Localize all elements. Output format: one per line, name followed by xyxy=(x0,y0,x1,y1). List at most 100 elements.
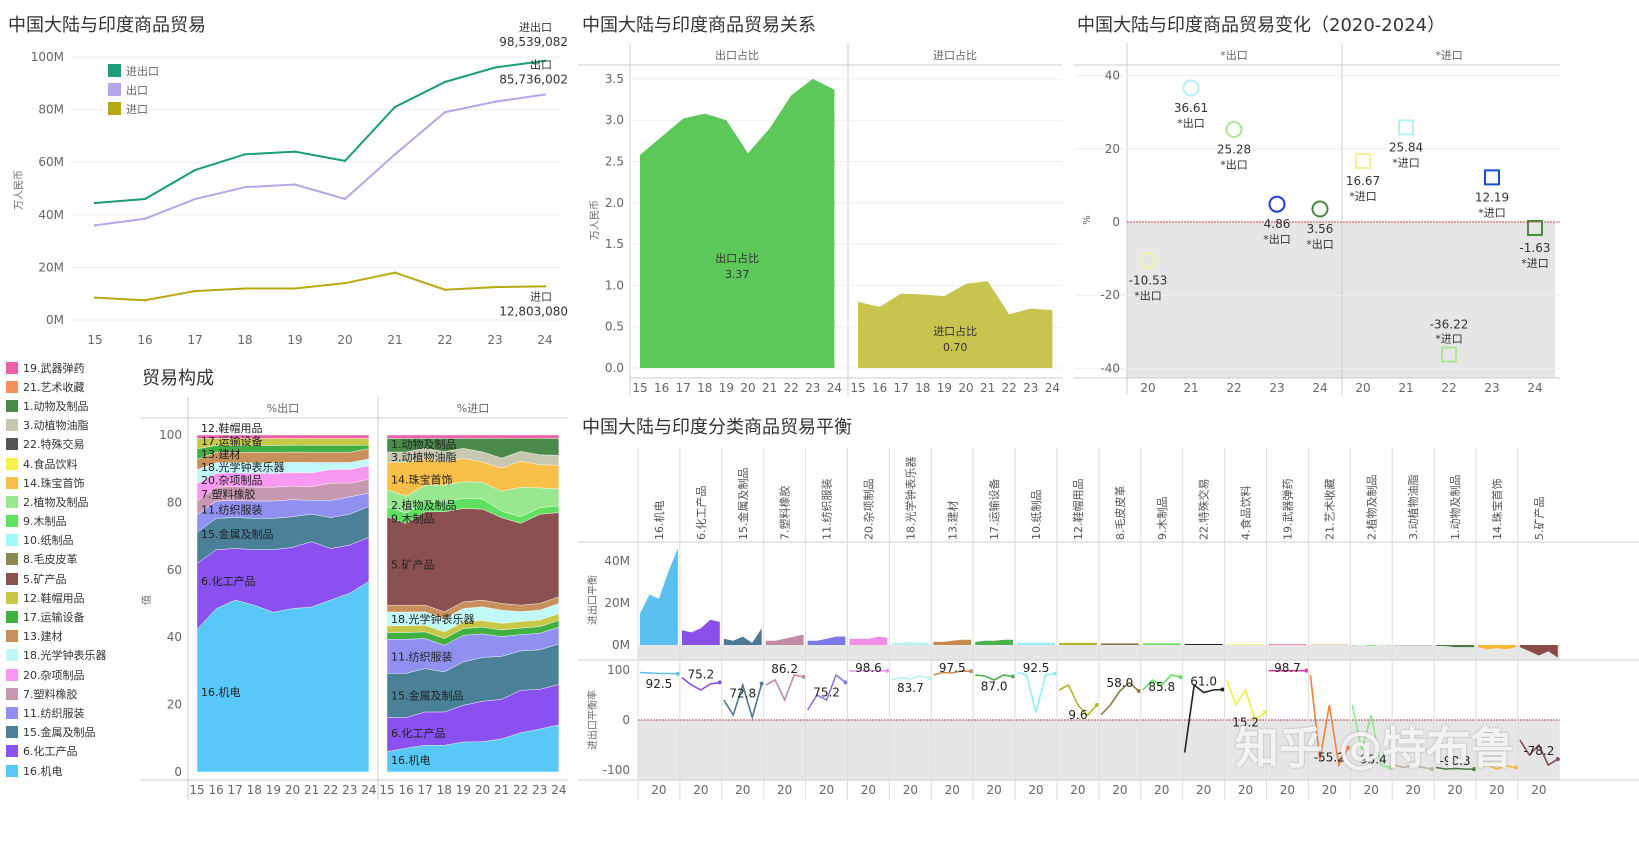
balance-area xyxy=(1142,643,1181,645)
data-point xyxy=(801,674,806,679)
stacked-area-label: 16.机电 xyxy=(391,753,431,767)
legend-item: 4.食品饮料 xyxy=(6,454,136,473)
x-tick-label: 18 xyxy=(247,783,262,797)
data-point xyxy=(1053,671,1057,676)
legend-item: 15.金属及制品 xyxy=(6,723,136,742)
legend-item: 20.杂项制品 xyxy=(6,665,136,684)
x-tick-label: 21 xyxy=(1398,381,1413,395)
rate-value-label: 72.8 xyxy=(729,687,756,701)
point-series-label: *进口 xyxy=(1478,206,1506,219)
legend-label: 21.艺术收藏 xyxy=(23,380,85,394)
y-tick-label: 80 xyxy=(167,495,182,509)
area-label-name: 出口占比 xyxy=(715,251,759,265)
stacked-area-label: 6.化工产品 xyxy=(201,574,256,588)
balance-rate-line xyxy=(1142,674,1181,691)
stacked-area-label: 18.光学钟表乐器 xyxy=(201,460,285,474)
x-tick-label: 20 xyxy=(285,783,300,797)
y-tick-label: 20M xyxy=(38,260,64,274)
rate-value-label: 83.7 xyxy=(897,681,924,695)
x-tick-label: 16 xyxy=(872,381,887,395)
x-tick-label: 23 xyxy=(342,783,357,797)
column-header: 13.建材 xyxy=(945,501,959,541)
x-tick-label: 20 xyxy=(1140,381,1155,395)
y-tick-label: 0 xyxy=(174,765,182,779)
legend-swatch xyxy=(6,419,18,432)
y-tick-label: 80M xyxy=(38,103,64,117)
balance-rate-line xyxy=(1225,679,1266,722)
balance-area xyxy=(1184,643,1223,645)
column-header: 2.植物及制品 xyxy=(1364,475,1378,541)
x-tick-label: 19 xyxy=(287,333,302,347)
legend-label: 2.植物及制品 xyxy=(23,495,89,509)
x-tick-label: 20 xyxy=(903,783,918,797)
stacked-area-label: 14.珠宝首饰 xyxy=(391,472,453,486)
trade-title: 中国大陆与印度商品贸易 xyxy=(8,15,206,36)
x-tick-label: 22 xyxy=(437,333,452,347)
data-point xyxy=(343,159,347,163)
data-point xyxy=(759,681,764,686)
legend-swatch xyxy=(108,102,121,115)
area-series xyxy=(640,78,835,369)
column-header: 17.运输设备 xyxy=(987,479,1001,541)
legend-item: 18.光学钟表乐器 xyxy=(6,646,136,665)
legend-label: 5.矿产品 xyxy=(23,572,67,586)
stacked-area-label: 9.木制品 xyxy=(391,512,435,525)
legend-swatch xyxy=(6,764,18,777)
y-tick-label: 100 xyxy=(159,428,182,442)
ratio-title: 中国大陆与印度商品贸易关系 xyxy=(582,15,816,36)
legend-swatch xyxy=(108,64,121,77)
balance-area xyxy=(975,639,1014,645)
legend-swatch xyxy=(6,476,18,489)
x-tick-label: 20 xyxy=(819,783,834,797)
rate-value-label: 98.7 xyxy=(1274,661,1301,675)
y-tick-label: 100 xyxy=(607,663,630,677)
data-point xyxy=(1220,687,1225,692)
balance-area xyxy=(1394,645,1433,646)
legend-item: 8.毛皮皮革 xyxy=(6,550,136,569)
point-value-label: 16.67 xyxy=(1346,174,1380,188)
data-point xyxy=(717,680,722,685)
balance-rate-line xyxy=(933,670,972,676)
x-tick-label: 15 xyxy=(850,381,865,395)
x-tick-label: 24 xyxy=(1527,381,1542,395)
legend-swatch xyxy=(6,611,18,624)
rate-value-label: 98.6 xyxy=(855,661,882,675)
line-series xyxy=(94,93,546,227)
x-tick-label: 22 xyxy=(513,783,528,797)
x-tick-label: 23 xyxy=(487,333,502,347)
x-tick-label: 19 xyxy=(937,381,952,395)
x-tick-label: 20 xyxy=(1406,783,1421,797)
x-tick-label: 20 xyxy=(1238,783,1253,797)
end-label-name: 进出口 xyxy=(519,20,552,34)
legend-item: 6.化工产品 xyxy=(6,742,136,761)
rate-value-label: -78.2 xyxy=(1523,744,1554,758)
data-point xyxy=(543,285,547,288)
x-tick-label: 20 xyxy=(987,783,1002,797)
legend-swatch xyxy=(6,438,18,451)
column-header: 8.毛皮皮革 xyxy=(1113,486,1127,541)
data-point xyxy=(1388,765,1393,770)
panel-header: 进口占比 xyxy=(933,48,977,62)
legend-label: 18.光学钟表乐器 xyxy=(23,649,107,663)
balance-area xyxy=(807,636,846,645)
data-point xyxy=(969,669,974,674)
x-tick-label: 22 xyxy=(1002,381,1017,395)
rate-value-label: 75.2 xyxy=(687,667,714,681)
x-tick-label: 15 xyxy=(87,333,102,347)
legend-item: 16.机电 xyxy=(6,761,136,780)
balance-rate-line xyxy=(1519,739,1559,767)
balance-area xyxy=(640,548,678,645)
balance-rate-line xyxy=(1477,764,1517,770)
data-point xyxy=(193,289,197,293)
rate-value-label: 75.2 xyxy=(813,685,840,699)
x-tick-label: 20 xyxy=(337,333,352,347)
point-series-label: *进口 xyxy=(1349,190,1377,203)
data-point xyxy=(493,100,497,103)
data-point xyxy=(1472,767,1476,772)
column-header: 6.化工产品 xyxy=(694,486,708,541)
x-tick-label: 15 xyxy=(189,783,204,797)
balance-area xyxy=(1226,644,1265,645)
x-tick-label: 20 xyxy=(693,783,708,797)
legend-swatch xyxy=(6,745,18,758)
scatter-point-circle xyxy=(1139,252,1157,270)
